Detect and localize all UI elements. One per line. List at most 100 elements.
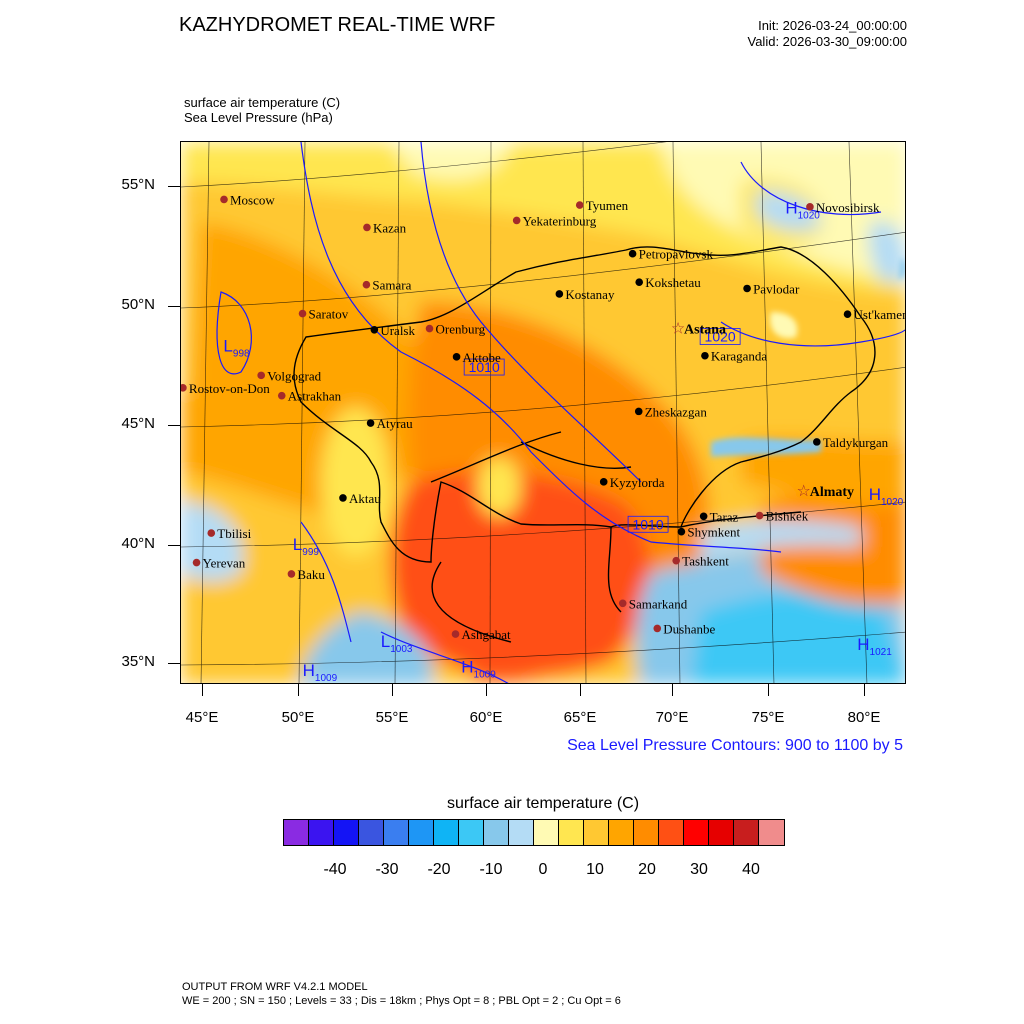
city-label: Volgograd xyxy=(267,368,321,383)
lon-tick xyxy=(202,684,203,696)
city-tyumen: Tyumen xyxy=(575,198,629,213)
city-dot xyxy=(192,558,201,567)
city-kokshetau: Kokshetau xyxy=(635,275,701,290)
lat-tick xyxy=(168,186,180,187)
colorbar-tick-label: -20 xyxy=(427,861,451,878)
city-dot xyxy=(370,326,379,334)
lon-tick xyxy=(672,684,673,696)
city-moscow: Moscow xyxy=(220,192,275,207)
valid-time: Valid: 2026-03-30_09:00:00 xyxy=(747,34,908,49)
lon-label: 70°E xyxy=(655,709,689,726)
city-label: Tbilisi xyxy=(217,526,251,541)
svg-text:1010: 1010 xyxy=(632,516,663,532)
city-label: Astana xyxy=(684,322,726,337)
city-dot xyxy=(677,527,686,536)
lat-label: 55°N xyxy=(121,176,155,193)
lon-tick xyxy=(486,684,487,696)
city-atyrau: Atyrau xyxy=(366,416,413,431)
city-rostov-on-don: Rostov-on-Don xyxy=(181,381,270,396)
lat-tick xyxy=(168,425,180,426)
city-karaganda: Karaganda xyxy=(701,349,767,364)
city-taraz: Taraz xyxy=(699,509,739,524)
city-dot xyxy=(653,624,662,633)
lon-label: 45°E xyxy=(185,709,219,726)
city-kostanay: Kostanay xyxy=(555,287,615,302)
city-label: Bishkek xyxy=(766,509,809,524)
lon-label: 50°E xyxy=(281,709,315,726)
city-dot xyxy=(599,478,608,486)
colorbar-swatch xyxy=(584,820,609,845)
city-pavlodar: Pavlodar xyxy=(743,281,800,296)
city-dot xyxy=(843,310,852,318)
isobar-label: 1010 xyxy=(463,358,505,376)
colorbar-title: surface air temperature (C) xyxy=(446,795,640,812)
city-dot xyxy=(699,512,708,521)
colorbar-swatch xyxy=(359,820,384,845)
lat-label: 45°N xyxy=(121,415,155,432)
colorbar-swatch xyxy=(634,820,659,845)
city-label: Tehran xyxy=(310,681,346,684)
colorbar-swatch xyxy=(484,820,509,845)
lat-label: 35°N xyxy=(121,653,155,670)
colorbar-tick-label: -10 xyxy=(479,861,503,878)
city-label: Saratov xyxy=(309,307,349,322)
city-dot xyxy=(618,599,627,608)
city-label: Baku xyxy=(297,567,325,582)
colorbar-swatch xyxy=(709,820,734,845)
temperature-field xyxy=(181,142,905,683)
city-aktobe: Aktobe xyxy=(452,350,501,365)
city-label: Almaty xyxy=(810,485,854,500)
star-icon: ☆ xyxy=(671,320,685,337)
colorbar-swatch xyxy=(409,820,434,845)
city-dot xyxy=(207,529,216,537)
city-label: Petropavlovsk xyxy=(639,247,714,262)
colorbar-swatch xyxy=(309,820,334,845)
colorbar-swatch xyxy=(459,820,484,845)
footer-model: OUTPUT FROM WRF V4.2.1 MODEL xyxy=(182,981,368,993)
city-bishkek: Bishkek xyxy=(755,509,809,524)
lon-tick xyxy=(864,684,865,696)
city-ust-kamen: Ust'kamen xyxy=(843,307,905,322)
city-dot xyxy=(425,324,434,333)
city-label: Astrakhan xyxy=(288,389,342,404)
weather-map: L998L999L1003H1009H1009H1020H1020L1013H1… xyxy=(181,142,905,684)
city-volgograd: Volgograd xyxy=(257,368,322,383)
city-label: Kokshetau xyxy=(645,275,701,290)
contour-note: Sea Level Pressure Contours: 900 to 1100… xyxy=(567,737,903,754)
city-label: Ashgabat xyxy=(462,627,511,642)
city-dot xyxy=(575,201,584,209)
lon-label: 80°E xyxy=(847,709,881,726)
city-dot xyxy=(512,216,521,225)
svg-text:1010: 1010 xyxy=(469,359,500,375)
lon-tick xyxy=(298,684,299,696)
lon-label: 75°E xyxy=(751,709,785,726)
country-borders xyxy=(293,246,876,643)
city-dot xyxy=(298,309,307,318)
city-orenburg: Orenburg xyxy=(425,322,486,337)
city-saratov: Saratov xyxy=(298,307,349,322)
city-dot xyxy=(287,570,296,578)
city-label: Yekaterinburg xyxy=(523,213,597,228)
city-yerevan: Yerevan xyxy=(192,556,246,571)
city-shymkent: Shymkent xyxy=(677,525,741,540)
city-dot xyxy=(451,630,460,638)
init-time: Init: 2026-03-24_00:00:00 xyxy=(758,18,907,33)
city-label: Taldykurgan xyxy=(823,435,889,450)
city-novosibirsk: Novosibirsk xyxy=(806,200,880,215)
city-astana: ☆Astana xyxy=(671,320,726,337)
colorbar-swatch xyxy=(434,820,459,845)
lon-label: 65°E xyxy=(563,709,597,726)
colorbar-tick-label: 10 xyxy=(586,861,604,878)
city-dushanbe: Dushanbe xyxy=(653,621,715,636)
city-label: Novosibirsk xyxy=(816,200,880,215)
city-dot xyxy=(634,407,643,416)
city-tbilisi: Tbilisi xyxy=(207,526,252,541)
colorbar-swatch xyxy=(659,820,684,845)
lon-tick xyxy=(768,684,769,696)
city-dot xyxy=(635,278,644,286)
lon-label: 55°E xyxy=(375,709,409,726)
city-dot xyxy=(628,249,637,258)
city-dot xyxy=(220,195,228,204)
city-dot xyxy=(813,438,821,446)
colorbar-tick-label: 0 xyxy=(538,861,548,878)
